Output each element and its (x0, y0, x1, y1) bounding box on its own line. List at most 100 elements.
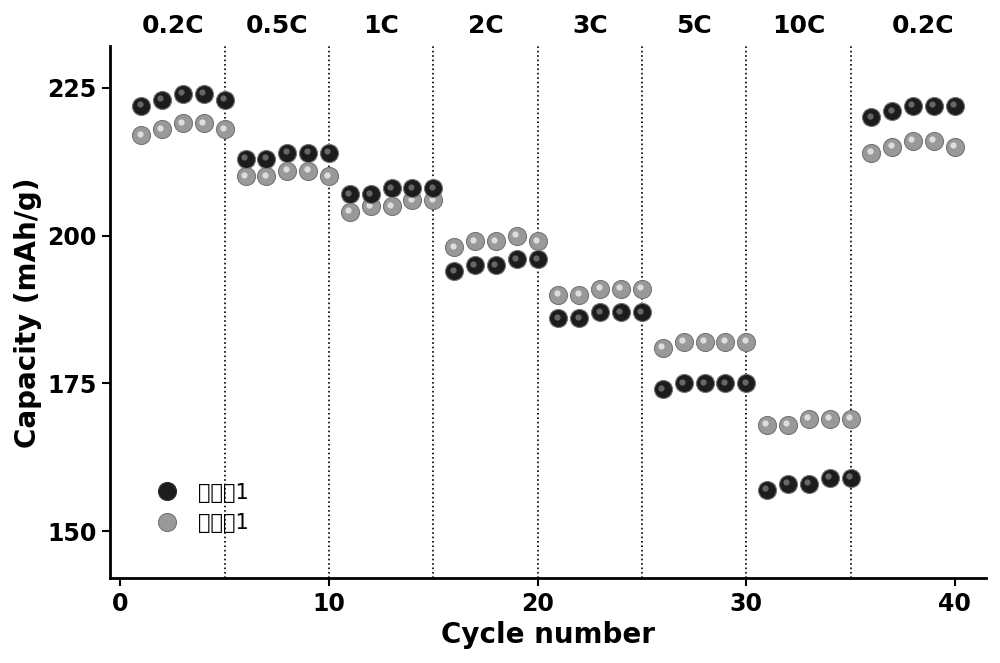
Point (238, 153, 254, 164)
Point (528, 235, 544, 245)
Point (695, 377, 711, 387)
Point (154, 124, 170, 135)
Point (655, 343, 671, 353)
Text: 3C: 3C (572, 13, 608, 38)
Point (382, 182, 398, 192)
Point (132, 128, 148, 139)
Point (676, 378, 692, 389)
Point (905, 136, 921, 147)
Point (822, 473, 838, 483)
Point (778, 418, 794, 428)
Text: 1C: 1C (363, 13, 399, 38)
Point (738, 378, 754, 389)
Point (238, 171, 254, 182)
Point (653, 383, 669, 393)
Point (486, 259, 502, 269)
Point (674, 335, 690, 346)
Point (945, 140, 961, 151)
Point (862, 146, 878, 156)
Point (361, 188, 377, 198)
Point (236, 170, 252, 180)
Point (843, 414, 859, 424)
Point (676, 337, 692, 347)
Point (717, 378, 733, 389)
Point (550, 289, 566, 300)
Point (175, 118, 191, 129)
Point (737, 377, 753, 387)
Point (299, 146, 315, 156)
Point (716, 377, 732, 387)
Point (384, 201, 400, 211)
Point (217, 94, 233, 105)
Point (695, 335, 711, 346)
Point (883, 140, 899, 151)
Point (757, 418, 773, 428)
Point (924, 134, 940, 145)
Point (424, 194, 440, 204)
Point (799, 412, 815, 422)
Point (945, 99, 961, 109)
Point (924, 99, 940, 109)
Point (571, 313, 587, 324)
Point (154, 94, 170, 105)
Point (133, 130, 149, 141)
Point (571, 289, 587, 300)
Point (592, 307, 608, 318)
Point (738, 337, 754, 347)
Point (403, 194, 419, 204)
Point (697, 337, 713, 347)
Point (217, 124, 233, 135)
Point (778, 477, 794, 487)
Point (674, 377, 690, 387)
Point (697, 378, 713, 389)
Point (509, 254, 525, 265)
Point (404, 195, 420, 206)
Point (632, 282, 648, 292)
Point (841, 471, 857, 482)
Point (133, 100, 149, 111)
Text: 0.2C: 0.2C (141, 13, 204, 38)
Point (632, 306, 648, 316)
Point (446, 242, 462, 253)
Point (780, 479, 796, 489)
Point (549, 312, 565, 322)
Point (780, 420, 796, 430)
Point (215, 93, 231, 103)
Legend: 对比例1, 实施例1: 对比例1, 实施例1 (138, 474, 257, 542)
Point (363, 189, 379, 200)
Point (634, 283, 650, 294)
Point (445, 265, 461, 275)
Text: 0.2C: 0.2C (892, 13, 955, 38)
Point (342, 207, 358, 217)
Point (507, 229, 523, 239)
Point (403, 182, 419, 192)
Text: 0.5C: 0.5C (246, 13, 308, 38)
Point (550, 313, 566, 324)
Point (425, 183, 441, 194)
Point (299, 164, 315, 174)
Point (655, 384, 671, 394)
Point (173, 87, 189, 97)
Point (549, 288, 565, 298)
Point (446, 266, 462, 276)
Point (926, 100, 942, 111)
Point (905, 100, 921, 111)
Point (863, 147, 879, 158)
Point (467, 260, 483, 271)
Point (465, 235, 481, 245)
Point (507, 253, 523, 263)
Point (257, 170, 273, 180)
Point (152, 93, 168, 103)
Point (152, 123, 168, 133)
Point (340, 205, 356, 215)
Point (465, 259, 481, 269)
Point (467, 236, 483, 247)
Point (884, 142, 900, 152)
Point (445, 241, 461, 251)
Y-axis label: Capacity (mAh/g): Capacity (mAh/g) (14, 177, 42, 448)
Point (300, 147, 316, 158)
Point (279, 165, 295, 176)
Point (215, 123, 231, 133)
Point (340, 188, 356, 198)
Point (799, 477, 815, 487)
